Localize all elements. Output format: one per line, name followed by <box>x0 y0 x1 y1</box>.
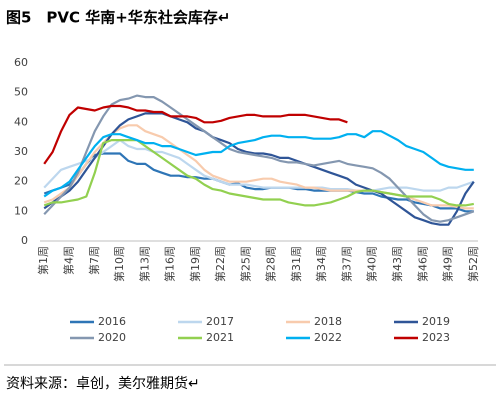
series-line <box>43 94 475 223</box>
series-line <box>43 152 474 213</box>
legend-label: 2021 <box>206 331 234 344</box>
legend-label: 2019 <box>422 315 450 328</box>
y-tick-label: 60 <box>14 56 28 69</box>
x-tick-label: 第22周 <box>213 246 227 282</box>
x-tick-label: 第4周 <box>61 246 75 275</box>
y-tick-label: 30 <box>14 145 28 158</box>
y-tick-label: 50 <box>14 86 28 99</box>
y-tick-label: 10 <box>14 204 28 217</box>
x-tick-label: 第52周 <box>466 246 480 282</box>
legend-label: 2018 <box>314 315 342 328</box>
x-tick-label: 第10周 <box>112 246 126 282</box>
legend-label: 2022 <box>314 331 342 344</box>
series-line <box>43 112 475 226</box>
legend-label: 2020 <box>98 331 126 344</box>
x-tick-label: 第46周 <box>415 246 429 282</box>
series-line <box>43 104 348 165</box>
x-tick-label: 第25周 <box>238 246 252 282</box>
x-tick-label: 第43周 <box>390 246 404 282</box>
legend-label: 2016 <box>98 315 126 328</box>
x-tick-label: 第49周 <box>441 246 455 282</box>
y-tick-label: 40 <box>14 115 28 128</box>
x-tick-label: 第7周 <box>87 246 101 275</box>
x-tick-label: 第28周 <box>264 246 278 282</box>
series-line <box>43 139 475 192</box>
x-tick-label: 第31周 <box>289 246 303 282</box>
x-tick-label: 第1周 <box>36 246 50 275</box>
y-tick-label: 20 <box>14 175 28 188</box>
y-tick-label: 0 <box>21 234 28 247</box>
x-tick-label: 第40周 <box>365 246 379 282</box>
x-tick-label: 第37周 <box>339 246 353 282</box>
x-tick-label: 第34周 <box>314 246 328 282</box>
legend-label: 2017 <box>206 315 234 328</box>
x-tick-label: 第16周 <box>163 246 177 282</box>
legend-label: 2023 <box>422 331 450 344</box>
source: 资料来源：卓创，美尔雅期货↵ <box>6 375 200 392</box>
x-tick-label: 第13周 <box>137 246 151 282</box>
series-line <box>43 139 474 207</box>
chart-title: 图5 PVC 华南+华东社会库存↵ <box>6 9 230 27</box>
x-tick-label: 第19周 <box>188 246 202 282</box>
series-line <box>43 130 474 198</box>
